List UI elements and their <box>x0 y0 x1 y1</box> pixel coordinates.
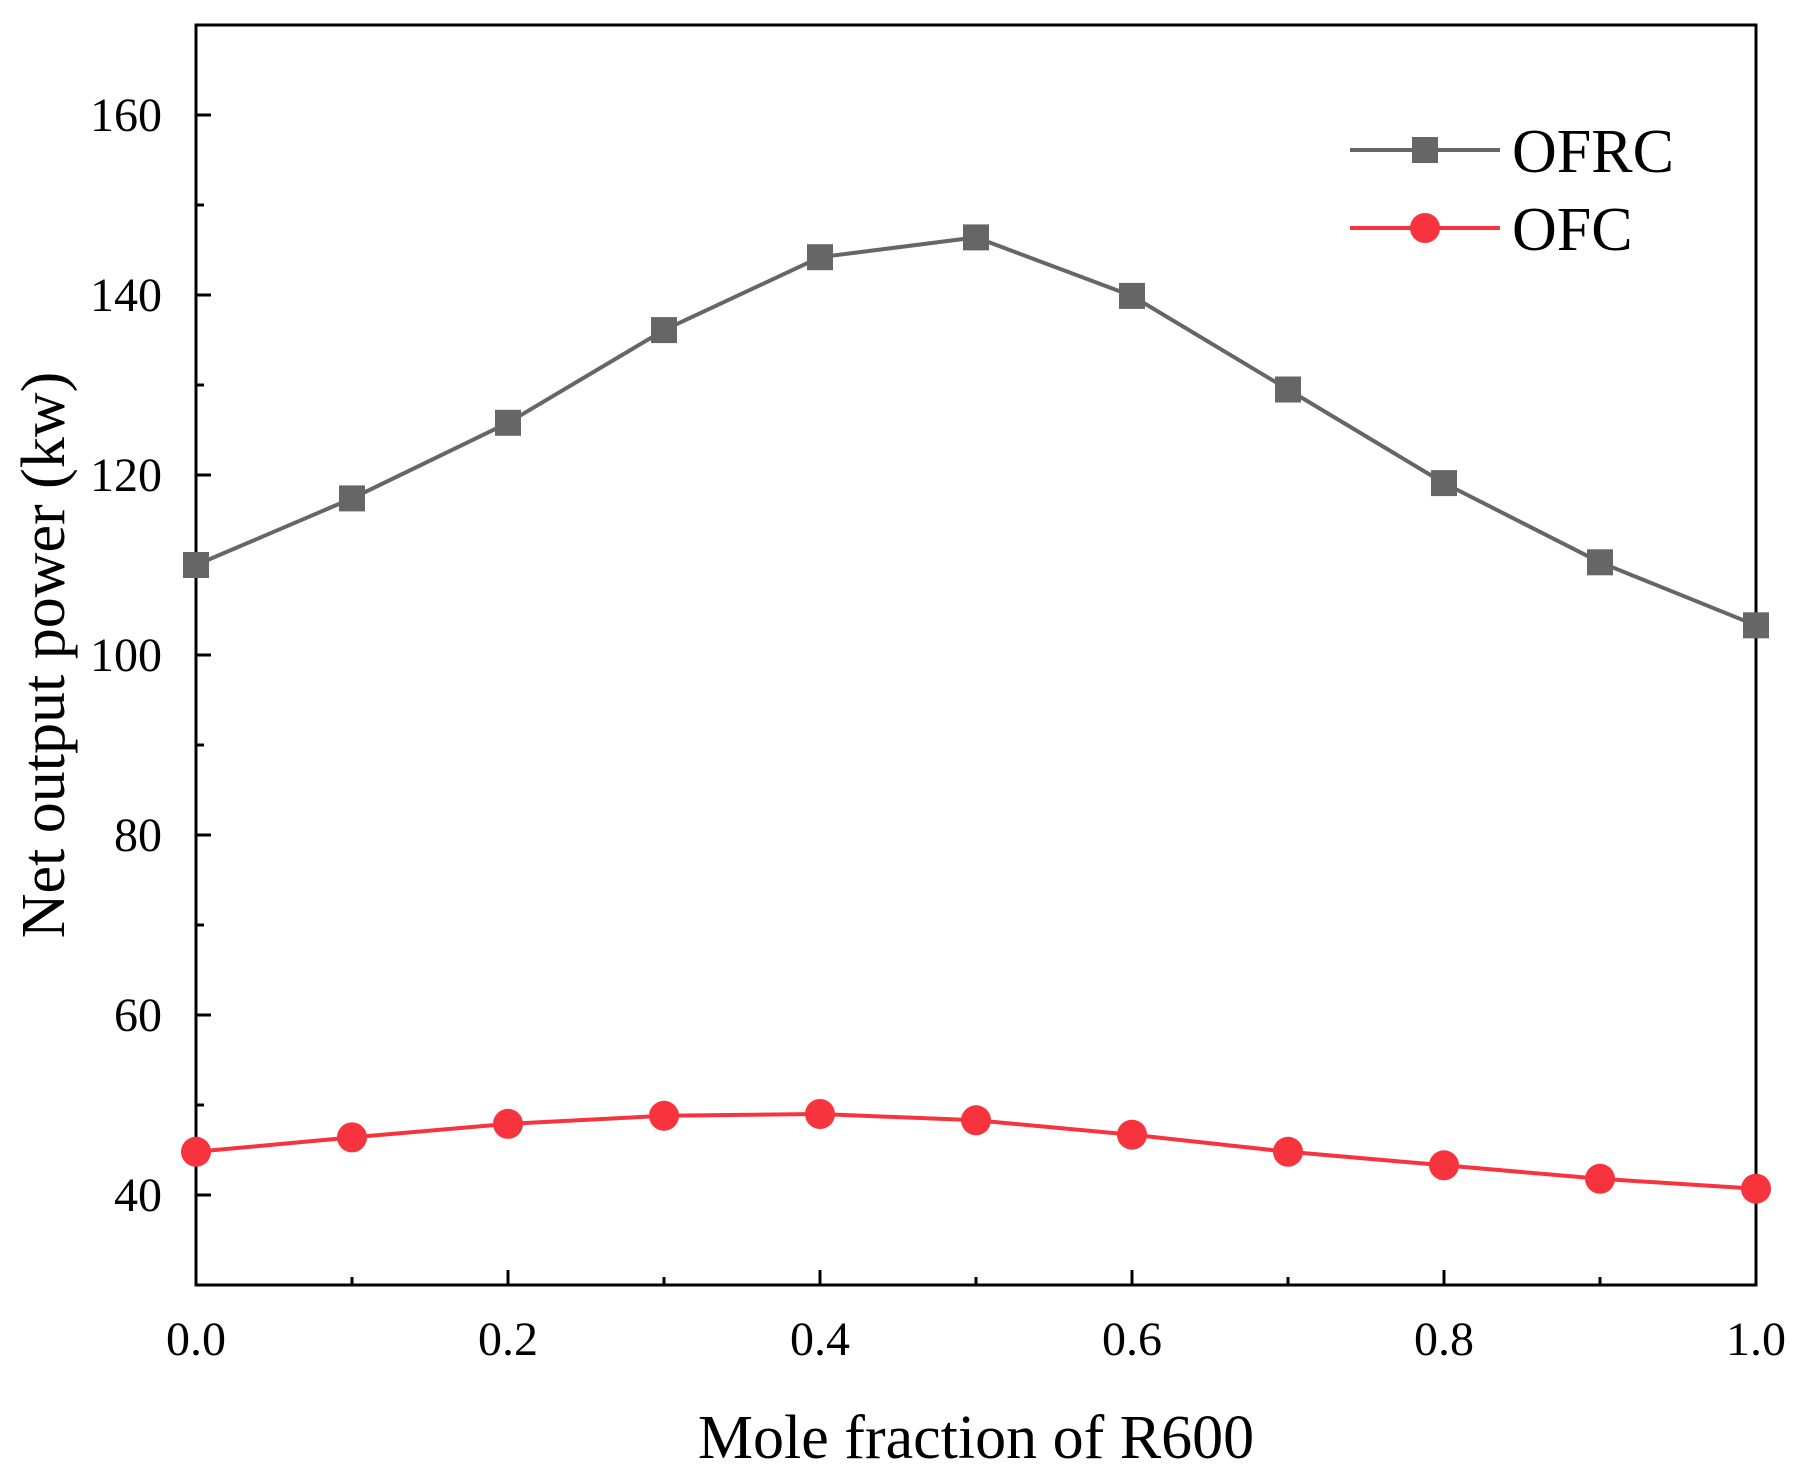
y-tick-label: 140 <box>90 269 162 322</box>
data-point-ofc <box>337 1122 367 1153</box>
series-line-ofrc <box>195 235 1757 628</box>
data-point-ofc <box>1741 1173 1771 1204</box>
data-point-ofc <box>1273 1136 1303 1167</box>
y-tick-label: 60 <box>114 989 162 1042</box>
y-tick-label: 40 <box>114 1169 162 1222</box>
y-tick-label: 160 <box>90 89 162 142</box>
y-tick-labels: 40 60 80 100 120 140 160 <box>90 89 162 1222</box>
data-point-ofc <box>1117 1119 1147 1150</box>
data-point-ofrc <box>963 224 989 251</box>
axis-ticks <box>194 23 1758 1287</box>
data-point-ofc <box>493 1108 523 1139</box>
x-axis-title: Mole fraction of R600 <box>698 1404 1254 1472</box>
legend-label-ofrc: OFRC <box>1512 118 1674 186</box>
y-axis-title: Net output power (kw) <box>10 372 78 938</box>
data-point-ofc <box>1585 1163 1615 1194</box>
data-point-ofrc <box>1275 376 1301 403</box>
legend: OFRC OFC <box>1350 118 1674 264</box>
y-tick-label: 120 <box>90 449 162 502</box>
legend-label-ofc: OFC <box>1512 196 1633 264</box>
data-point-ofrc <box>651 317 677 344</box>
data-point-ofc <box>961 1105 991 1136</box>
y-tick-label: 100 <box>90 629 162 682</box>
series-ofc <box>181 1099 1771 1204</box>
x-tick-labels: 0.0 0.2 0.4 0.6 0.8 1.0 <box>166 1313 1786 1366</box>
x-tick-label: 0.4 <box>790 1313 850 1366</box>
y-tick-label: 80 <box>114 809 162 862</box>
data-point-ofc <box>1429 1150 1459 1181</box>
data-point-ofrc <box>1119 282 1145 309</box>
data-point-ofrc <box>807 244 833 271</box>
data-point-ofrc <box>495 409 521 436</box>
data-point-ofc <box>181 1136 211 1167</box>
data-point-ofrc <box>1587 549 1613 576</box>
series-ofrc <box>183 224 1769 639</box>
x-tick-label: 0.0 <box>166 1313 226 1366</box>
series-layer <box>181 224 1771 1204</box>
data-point-ofrc <box>183 552 209 578</box>
data-point-ofrc <box>1431 470 1457 497</box>
data-point-ofc <box>649 1100 679 1131</box>
data-point-ofrc <box>1743 612 1769 639</box>
x-tick-label: 0.6 <box>1102 1313 1162 1366</box>
x-tick-label: 0.2 <box>478 1313 538 1366</box>
legend-marker-ofc <box>1410 213 1440 243</box>
data-point-ofrc <box>339 485 365 512</box>
x-tick-label: 0.8 <box>1414 1313 1474 1366</box>
x-tick-label: 1.0 <box>1726 1313 1786 1366</box>
legend-marker-ofrc <box>1412 137 1438 163</box>
data-point-ofc <box>805 1099 835 1129</box>
